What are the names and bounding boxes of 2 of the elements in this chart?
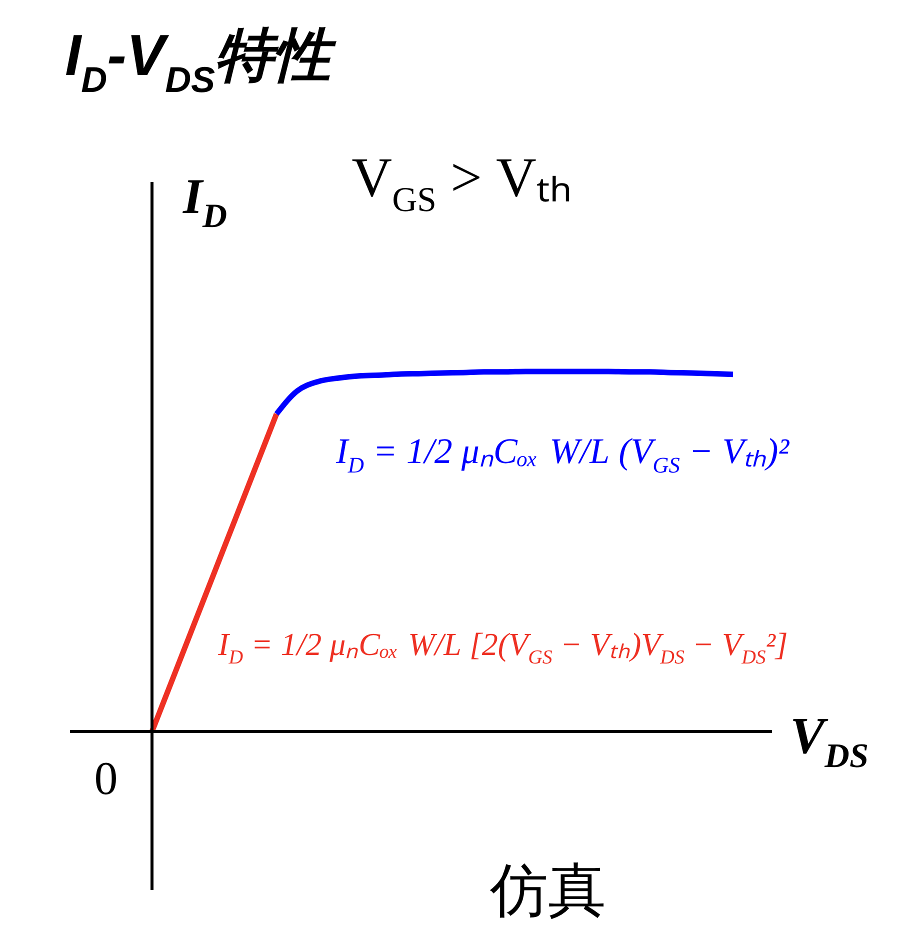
text: 仿真 xyxy=(489,858,606,923)
text: 0 xyxy=(94,753,118,805)
